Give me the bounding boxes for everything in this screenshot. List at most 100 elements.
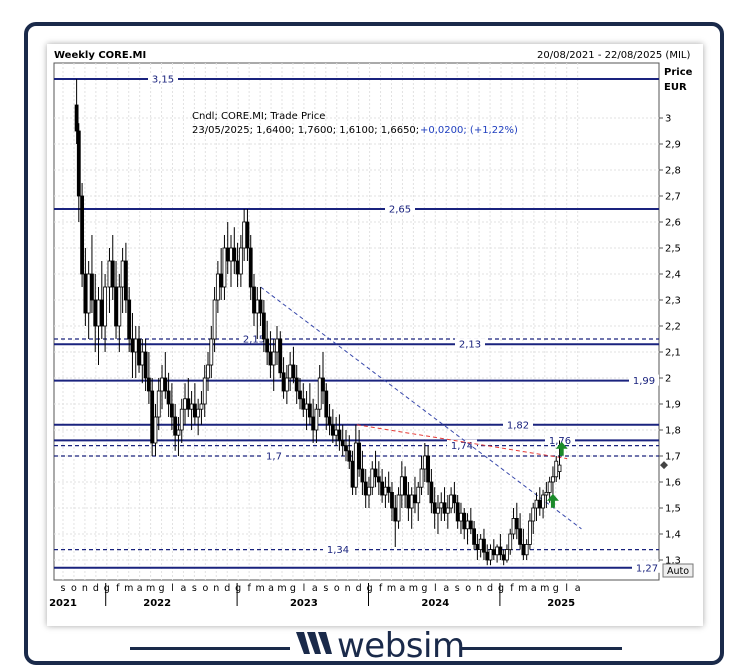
y-tick-label: 2,7 (665, 192, 681, 203)
y-tick-label: 1,4 (665, 530, 681, 541)
candle-body (275, 338, 279, 353)
candle-body (475, 544, 480, 551)
candle-body (340, 439, 345, 446)
candle-body (288, 364, 293, 379)
current-price-marker (660, 461, 668, 470)
level-label-bg (148, 73, 178, 84)
candle-body (396, 494, 401, 522)
candle-body (183, 398, 187, 410)
candle-body (281, 372, 286, 392)
candle-body (311, 416, 316, 431)
candle-body (462, 512, 467, 530)
info-change: +0,0200; (+1,22%) (420, 125, 518, 136)
level-label: 1,99 (633, 376, 655, 387)
candle-body (173, 416, 178, 436)
candle-body (93, 299, 98, 327)
x-month-label: g (104, 583, 110, 594)
candle-body (534, 499, 539, 509)
candle-body (192, 403, 197, 418)
candle-body (547, 481, 552, 493)
level-label: 2,13 (459, 340, 481, 351)
candle-body (380, 481, 385, 496)
x-month-label: o (202, 583, 208, 594)
y-tick-label: 2,2 (665, 322, 681, 333)
x-month-label: a (268, 583, 274, 594)
candle-body (330, 424, 335, 436)
y-tick-label: 2,6 (665, 218, 681, 229)
x-month-label: o (334, 583, 340, 594)
candle-body (209, 338, 214, 366)
auto-button[interactable] (662, 563, 694, 578)
candle-body (314, 408, 319, 431)
x-year-label: 2021 (49, 598, 77, 609)
x-month-label: s (323, 583, 328, 594)
candle-body (242, 221, 247, 249)
candle-body (140, 351, 145, 366)
candle-body (528, 520, 532, 545)
candle-body (403, 476, 408, 496)
candle-body (518, 528, 522, 545)
candle-body (459, 512, 463, 522)
candle-body (74, 104, 79, 132)
x-month-label: m (277, 583, 286, 594)
candle-body (304, 403, 309, 410)
candle-body (265, 338, 270, 353)
candle-body (245, 221, 250, 249)
level-label: 2,15 (243, 335, 265, 346)
trend-line (356, 424, 568, 460)
x-month-label: f (510, 583, 514, 594)
y-tick-label: 2,5 (665, 244, 681, 255)
candle-body (334, 429, 339, 436)
candle-body (472, 528, 477, 545)
y-tick-label: 2,1 (665, 348, 681, 359)
candle-body (445, 507, 450, 514)
candle-body (186, 398, 191, 410)
x-month-label: s (455, 583, 460, 594)
candle-body (83, 273, 88, 314)
candle-body (130, 338, 135, 353)
candle-body (337, 429, 342, 441)
level-label-bg (545, 434, 575, 446)
x-month-label: f (247, 583, 251, 594)
y-tick-label: 1,8 (665, 426, 681, 437)
candle-body (557, 464, 562, 473)
x-year-label: 2023 (290, 598, 318, 609)
candle-body (505, 549, 509, 561)
candle-body (485, 551, 490, 561)
candle-body (482, 538, 486, 553)
candle-body (468, 520, 473, 530)
x-month-label: f (116, 583, 120, 594)
level-label: 1,7 (266, 452, 282, 463)
candle-body (422, 455, 427, 470)
candle-body (544, 491, 549, 496)
candle-body (554, 460, 559, 478)
x-month-label: a (181, 583, 187, 594)
x-month-label: s (61, 583, 66, 594)
candle-body (86, 273, 91, 314)
candle-body (189, 403, 194, 410)
candle-body (127, 299, 132, 340)
candle-body (146, 377, 151, 392)
chart-title: Weekly CORE.MI (54, 50, 147, 61)
level-label-bg (447, 439, 477, 451)
price-label: Price (664, 67, 693, 78)
candle-body (419, 468, 424, 488)
candle-body (432, 502, 437, 514)
candle-body (413, 494, 417, 504)
level-label-bg (632, 561, 662, 573)
candle-body (390, 491, 394, 509)
y-tick-label: 2,8 (665, 166, 681, 177)
candle-body (199, 403, 204, 410)
candle-body (229, 247, 233, 262)
candle-body (449, 494, 454, 509)
x-month-label: a (312, 583, 318, 594)
plot-area (53, 62, 660, 581)
x-month-label: a (443, 583, 449, 594)
candle-body (370, 468, 375, 488)
x-year-label: 2024 (421, 598, 449, 609)
x-month-label: l (565, 583, 568, 594)
candle-body (511, 518, 516, 535)
x-month-label: a (531, 583, 537, 594)
candle-body (255, 299, 260, 314)
x-month-label: d (93, 583, 99, 594)
